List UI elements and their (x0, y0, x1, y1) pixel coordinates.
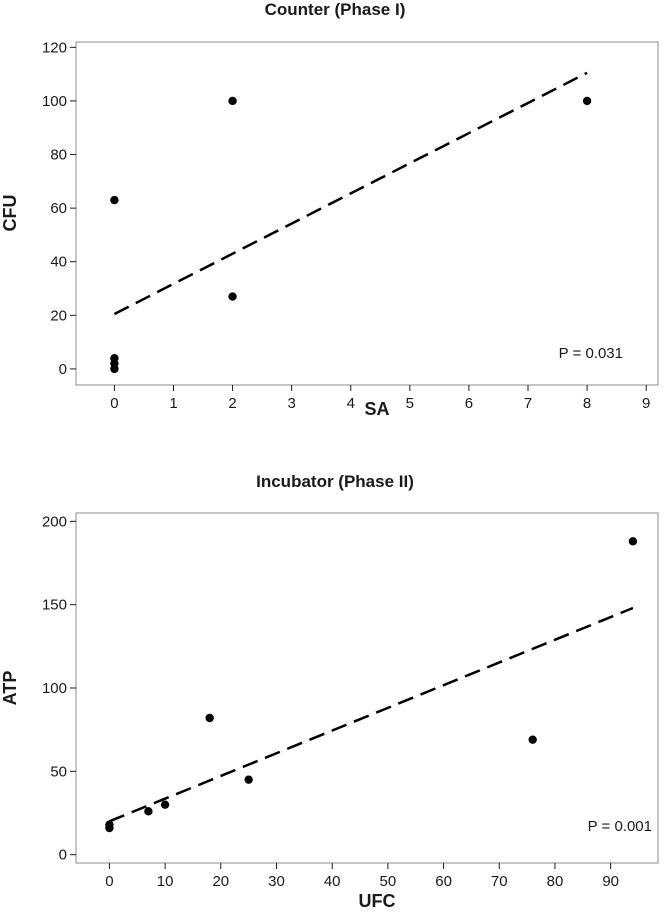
y-tick-label: 100 (42, 680, 67, 697)
y-tick-label: 80 (50, 147, 67, 164)
data-point (205, 713, 214, 723)
y-axis-label: ATP (0, 671, 20, 706)
y-axis-label: CFU (0, 195, 20, 232)
chart-panel-counter: Counter (Phase I) 0 1 2 3 4 5 6 7 8 9 0 20 40 60 80 10… (0, 0, 659, 419)
x-tick-label: 1 (169, 395, 177, 412)
data-points (105, 537, 638, 833)
data-point (160, 800, 170, 809)
data-point (144, 807, 153, 816)
x-tick-label: 20 (212, 873, 229, 890)
trend-line (108, 606, 634, 823)
data-point (228, 292, 237, 301)
x-tick-label: 3 (287, 395, 295, 412)
x-tick-label: 40 (324, 873, 341, 890)
y-tick-label: 120 (42, 39, 67, 56)
x-tick-label: 8 (583, 395, 591, 412)
x-tick-label: 4 (347, 395, 355, 412)
data-point (228, 96, 237, 106)
x-tick-label: 70 (491, 873, 508, 890)
x-tick-label: 90 (602, 873, 619, 890)
data-point (110, 195, 119, 205)
x-tick-label: 5 (406, 395, 414, 412)
y-tick-label: 60 (50, 200, 67, 217)
y-tick-label: 100 (42, 93, 67, 110)
x-axis-label: UFC (359, 891, 396, 911)
data-point (582, 96, 592, 106)
x-tick-label: 30 (268, 873, 285, 890)
x-tick-label: 50 (380, 873, 397, 890)
x-tick-label: 80 (547, 873, 564, 890)
y-tick-label: 50 (50, 763, 67, 780)
plot-frame (75, 41, 659, 386)
x-tick-label: 7 (524, 395, 532, 412)
x-tick-label: 2 (228, 395, 236, 412)
x-tick-label: 6 (465, 395, 473, 412)
y-tick-label: 0 (59, 847, 67, 864)
x-axis: 0 10 20 30 40 50 60 70 80 90 (105, 863, 619, 890)
x-tick-label: 0 (110, 395, 118, 412)
y-tick-label: 150 (42, 597, 67, 614)
y-tick-label: 200 (42, 513, 67, 530)
x-tick-label: 60 (435, 873, 452, 890)
chart-panel-incubator: Incubator (Phase II) 0 10 20 30 40 50 60 70 80 90… (0, 472, 659, 911)
y-axis: 0 20 40 60 80 100 120 (42, 39, 76, 378)
chart-title: Incubator (Phase II) (256, 472, 414, 491)
x-tick-label: 9 (642, 395, 650, 412)
p-value-annotation: P = 0.001 (588, 818, 652, 835)
x-axis: 0 1 2 3 4 5 6 7 8 9 (110, 385, 650, 412)
x-tick-label: 10 (157, 873, 174, 890)
trend-line (113, 71, 588, 316)
data-point (105, 823, 114, 833)
data-point (110, 364, 119, 374)
p-value-annotation: P = 0.031 (559, 345, 623, 362)
data-points (110, 96, 592, 374)
y-axis: 0 50 100 150 200 (42, 513, 76, 864)
data-point (528, 735, 537, 744)
y-tick-label: 20 (50, 307, 67, 324)
y-tick-label: 0 (59, 361, 67, 378)
y-tick-label: 40 (50, 254, 67, 271)
plot-frame (75, 512, 659, 864)
x-tick-label: 0 (105, 873, 113, 890)
x-axis-label: SA (364, 399, 389, 419)
chart-title: Counter (Phase I) (265, 0, 406, 19)
data-point (628, 537, 638, 546)
data-point (244, 775, 253, 784)
